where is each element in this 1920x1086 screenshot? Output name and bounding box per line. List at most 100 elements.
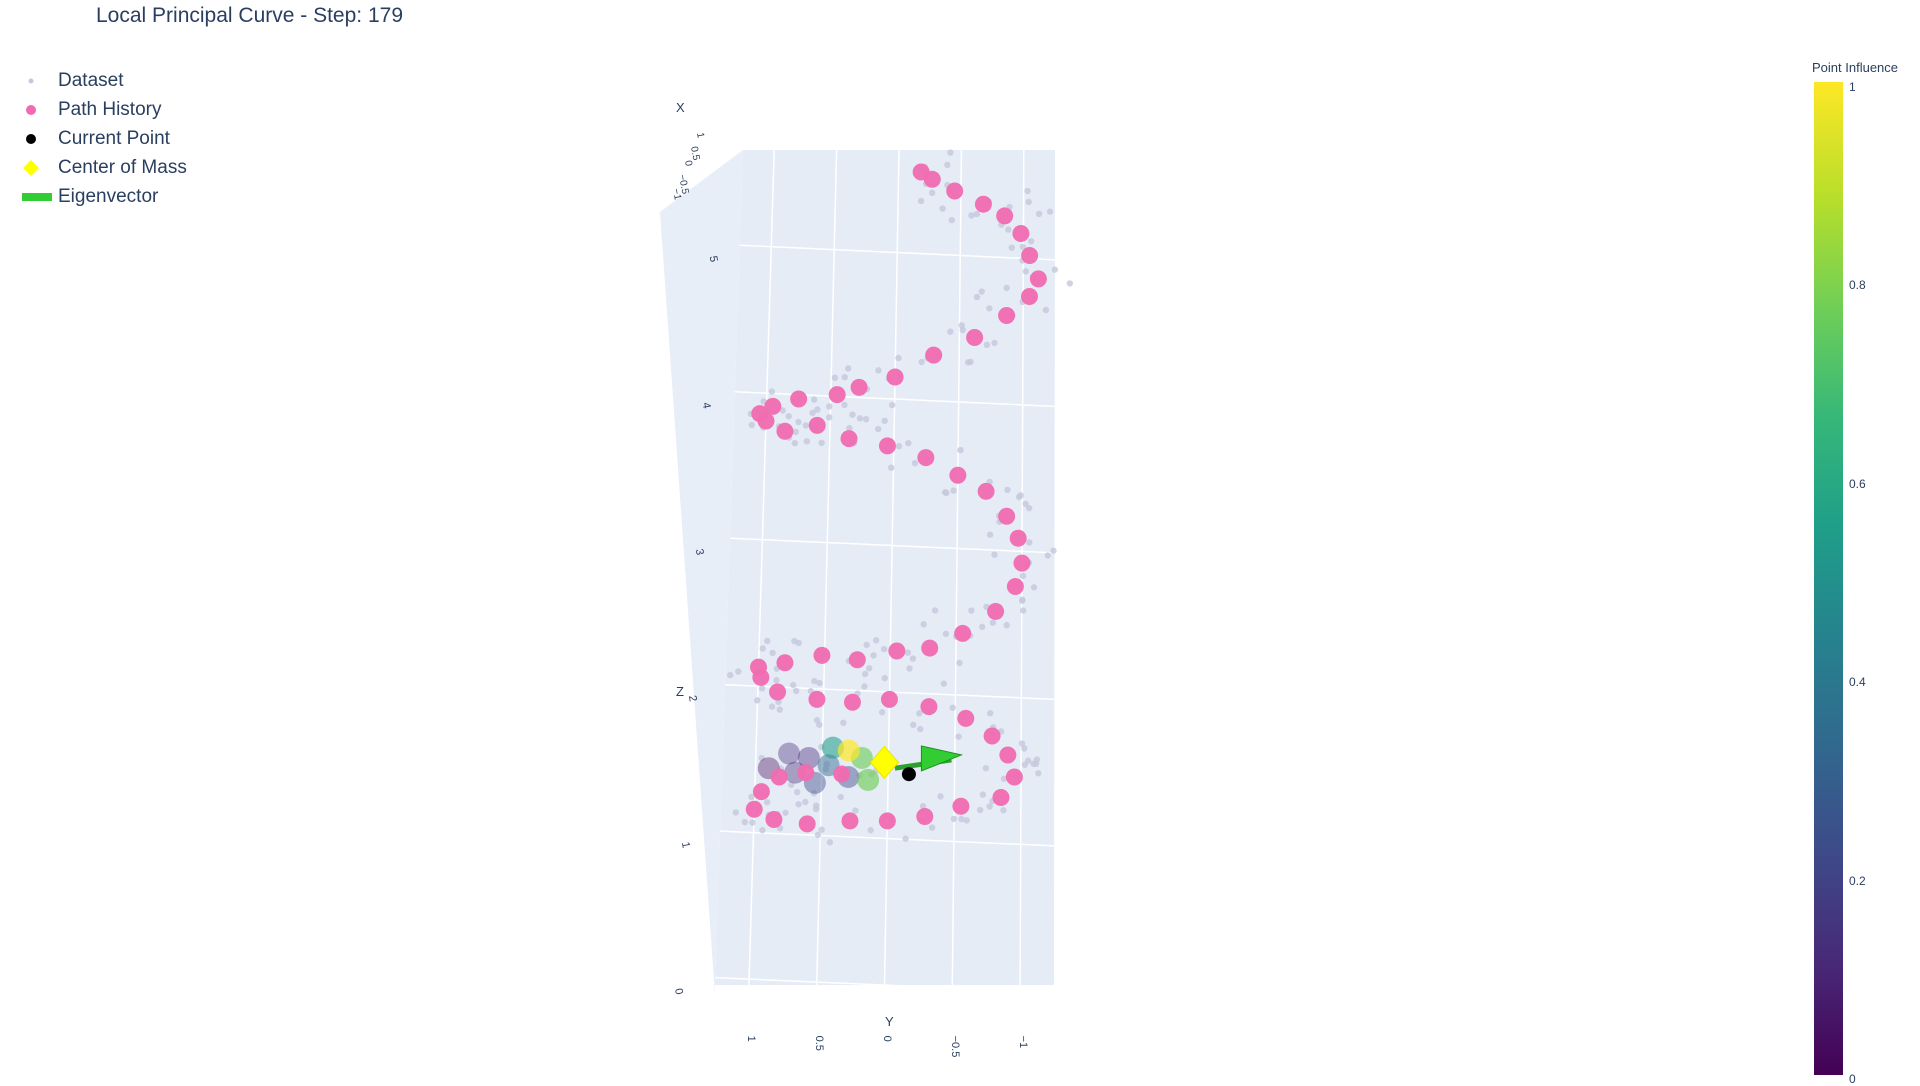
dataset-point <box>812 805 820 813</box>
dataset-point <box>726 671 734 679</box>
y-tick-label: 0.5 <box>813 1036 825 1051</box>
dataset-point <box>763 799 771 806</box>
path-history-point <box>776 654 794 672</box>
dataset-point <box>1026 539 1033 546</box>
dataset-point <box>791 637 798 645</box>
dataset-point <box>916 710 923 717</box>
dataset-point <box>918 358 925 366</box>
dataset-point <box>803 438 811 445</box>
dataset-point <box>852 807 859 814</box>
dataset-point <box>758 685 766 692</box>
dataset-point <box>977 806 984 814</box>
legend-item-eigenvector[interactable]: Eigenvector <box>18 182 187 211</box>
colorbar-tick-label: 1 <box>1849 79 1856 94</box>
path-history-point <box>752 783 770 801</box>
dataset-point <box>959 326 966 334</box>
dataset-point <box>889 401 896 409</box>
path-history-point <box>808 690 826 708</box>
z-tick-label: 2 <box>686 694 699 702</box>
path-history-point <box>878 812 896 830</box>
dataset-point <box>968 607 975 614</box>
dataset-point <box>776 706 783 713</box>
dataset-point <box>741 818 749 826</box>
y-tick-label: −0.5 <box>949 1036 961 1058</box>
path-history-point <box>833 765 851 783</box>
path-history-point <box>769 683 787 701</box>
legend-swatch-eigenvector <box>18 187 58 207</box>
dataset-point <box>911 459 919 467</box>
grid-layer <box>660 149 1055 995</box>
path-history-point <box>1009 529 1027 547</box>
z-tick-label: 4 <box>700 401 713 409</box>
dataset-point <box>910 721 917 729</box>
dataset-point <box>831 374 839 381</box>
legend-item-path-history[interactable]: Path History <box>18 95 187 124</box>
dataset-point <box>865 665 873 672</box>
legend-swatch-center-of-mass <box>18 158 58 178</box>
center-of-mass-marker <box>869 745 900 780</box>
dataset-point <box>809 409 816 417</box>
dataset-point <box>1050 547 1057 554</box>
legend-item-dataset[interactable]: Dataset <box>18 66 187 95</box>
dataset-point <box>1019 572 1027 580</box>
legend-item-center-of-mass[interactable]: Center of Mass <box>18 153 187 182</box>
x-tick-label: 0.5 <box>688 146 701 162</box>
legend-label-eigenvector: Eigenvector <box>58 185 159 207</box>
dataset-point <box>1042 306 1050 314</box>
z-tick-label: 5 <box>707 255 720 263</box>
grid-line-y <box>883 149 900 986</box>
dataset-point <box>983 341 991 349</box>
dataset-point <box>818 826 825 833</box>
dataset-point <box>1019 243 1027 251</box>
dataset-point <box>881 417 888 424</box>
dataset-point <box>986 803 993 810</box>
dataset-point <box>1030 584 1038 591</box>
dataset-point <box>931 607 939 614</box>
dataset-point <box>735 668 742 675</box>
dataset-point <box>810 790 818 797</box>
path-history-point <box>828 386 846 404</box>
dataset-point <box>1019 596 1026 603</box>
dataset-point <box>846 424 853 432</box>
dataset-point <box>768 703 776 710</box>
dataset-point <box>732 809 739 816</box>
dataset-point <box>904 649 912 656</box>
dataset-point <box>986 531 994 538</box>
dataset-point <box>822 766 830 773</box>
dataset-point <box>789 681 797 689</box>
grid-line-y <box>815 149 838 986</box>
z-axis-title: Z <box>676 684 684 699</box>
path-history-point <box>880 690 898 708</box>
dataset-point <box>849 411 856 418</box>
x-axis-title: X <box>676 100 685 115</box>
dataset-point <box>888 464 895 471</box>
dataset-point <box>837 793 844 801</box>
dataset-point <box>955 733 962 740</box>
dataset-point <box>769 649 776 657</box>
colorbar-gradient <box>1814 82 1843 1075</box>
colorbar-tick-label: 0.2 <box>1849 873 1866 888</box>
dataset-point <box>810 396 818 403</box>
colorbar-tick-label: 0.8 <box>1849 278 1866 292</box>
path-history-point <box>798 815 816 833</box>
x-tick-label: −0.5 <box>676 174 690 196</box>
x-tick-label: −1 <box>670 188 683 202</box>
dataset-point <box>939 205 946 212</box>
legend-item-current-point[interactable]: Current Point <box>18 124 187 153</box>
path-history-point <box>790 390 808 408</box>
dataset-point <box>881 674 888 682</box>
dataset-point <box>982 764 990 772</box>
dataset-point <box>856 415 864 422</box>
path-history-point <box>764 397 782 415</box>
dataset-point <box>942 630 950 638</box>
dataset-point <box>793 788 801 796</box>
dataset-point <box>950 487 957 494</box>
path-history-point <box>998 307 1016 325</box>
path-history-point <box>916 808 934 826</box>
path-history-point <box>1013 554 1031 572</box>
dataset-point <box>987 710 994 717</box>
path-history-point <box>797 764 815 782</box>
dataset-point <box>874 425 882 433</box>
y-tick-label: −1 <box>1017 1036 1029 1049</box>
